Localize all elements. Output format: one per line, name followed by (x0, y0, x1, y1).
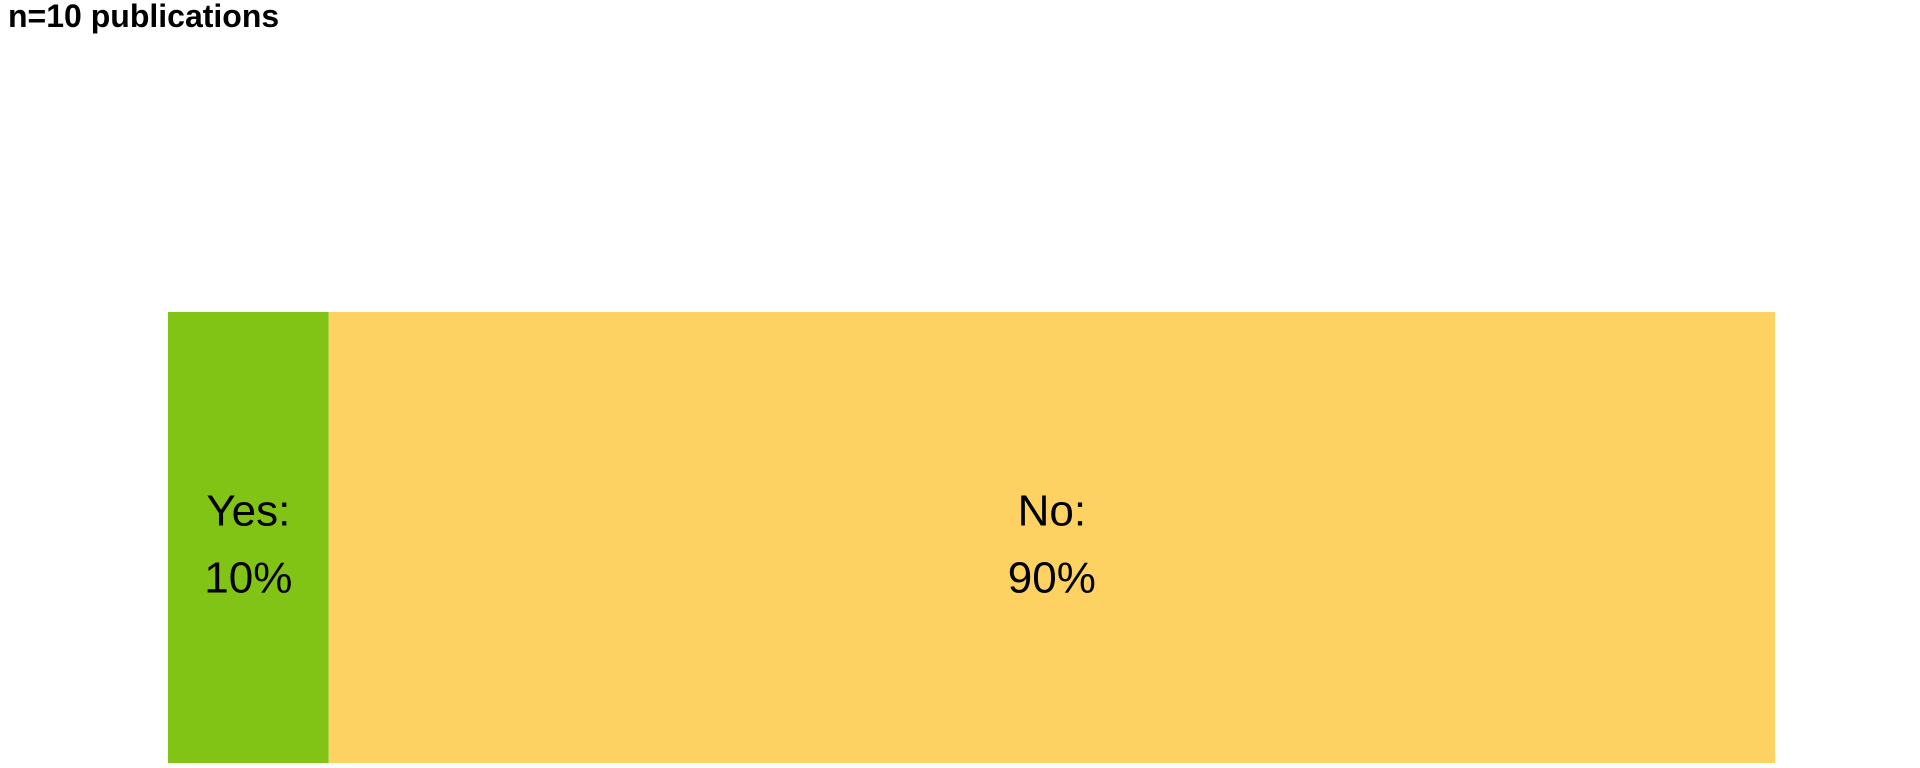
chart-title: n=10 publications (8, 0, 280, 34)
segment-value-yes: 10% (204, 554, 292, 603)
bar-segment-no (328, 312, 1776, 763)
bar-segment-yes (168, 312, 329, 763)
segment-value-no: 90% (1008, 554, 1096, 603)
segment-label-no: No: (1018, 487, 1086, 536)
bar-group: Yes: 10% No: 90% (168, 312, 1776, 763)
segment-label-yes: Yes: (206, 487, 290, 536)
